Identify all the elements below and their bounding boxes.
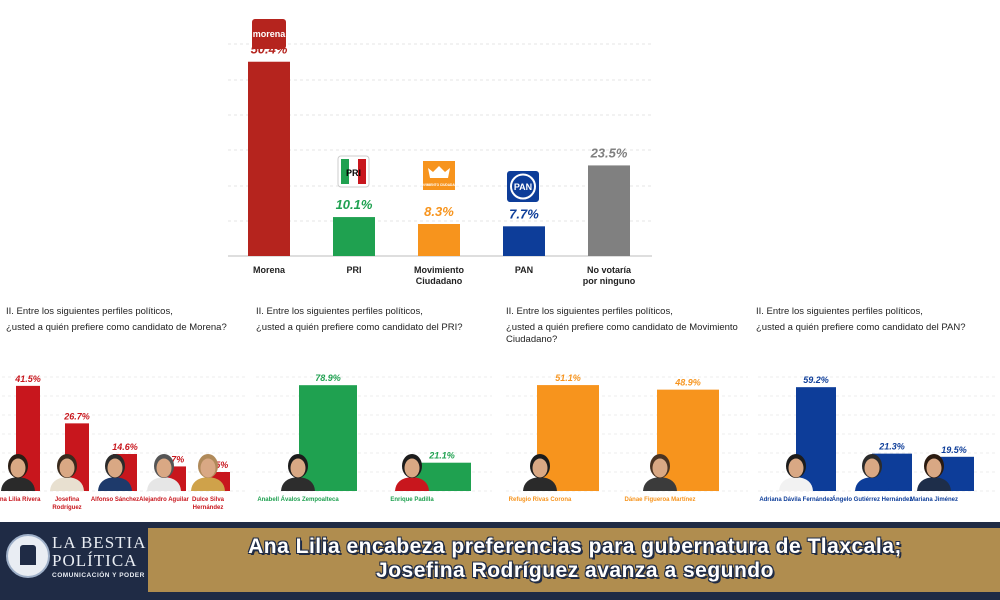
candidate-photo-alejandro-aguilar: [147, 454, 181, 491]
pan-question-line2: ¿usted a quién prefiere como candidato d…: [756, 322, 966, 333]
category-label-no-votaria-por-ninguno: No votaría por ninguno: [583, 265, 636, 286]
value-label-ana-lilia-rivera: 41.5%: [14, 374, 41, 384]
value-label-angelo-gutierrez-hernandez: 21.3%: [878, 442, 905, 452]
candidate-photo-danae-figueroa-martinez: [643, 454, 677, 491]
value-label-danae-figueroa-martinez: 48.9%: [674, 378, 701, 388]
pan-logo-icon: PAN: [507, 171, 539, 202]
candidate-name-dulce-silva-hernandez: Dulce Silva Hernández: [192, 497, 225, 511]
value-label-josefina-rodriguez: 26.7%: [63, 411, 90, 421]
category-label-pan: PAN: [515, 265, 533, 275]
candidate-name-josefina-rodriguez: Josefina Rodríguez: [52, 497, 81, 511]
value-label-adriana-davila-fernandez: 59.2%: [803, 375, 829, 385]
value-label-no-votaria-por-ninguno: 23.5%: [590, 145, 628, 160]
svg-text:morena: morena: [253, 29, 287, 39]
candidate-photo-refugio-rivas-corona: [523, 454, 557, 491]
banner-bottom-strip: [0, 592, 1000, 600]
value-label-alejandro-aguilar: 9.7%: [164, 454, 185, 464]
candidate-name-danae-figueroa-martinez: Dánae Figueroa Martínez: [624, 497, 695, 503]
candidate-name-alejandro-aguilar: Alejandro Aguilar: [139, 497, 189, 503]
candidate-photo-alfonso-sanchez: [98, 454, 132, 491]
svg-text:PAN: PAN: [514, 182, 532, 192]
headline-banner: [0, 522, 1000, 600]
bar-danae-figueroa-martinez: [657, 389, 719, 491]
value-label-pan: 7.7%: [509, 206, 539, 221]
morena-question-line1: II. Entre los siguientes perfiles políti…: [6, 306, 173, 317]
brand-name-line2: POLÍTICA: [52, 551, 138, 570]
movimiento-ciudadano-logo-icon: MOVIMIENTO CIUDADANO: [419, 161, 460, 190]
candidate-name-refugio-rivas-corona: Refugio Rivas Corona: [509, 497, 572, 503]
bar-anabell-avalos-zempoalteca: [299, 385, 357, 491]
svg-text:MOVIMIENTO CIUDADANO: MOVIMIENTO CIUDADANO: [419, 183, 460, 187]
pri-question-line1: II. Entre los siguientes perfiles políti…: [256, 306, 423, 317]
mc-question-line1: II. Entre los siguientes perfiles políti…: [506, 306, 673, 317]
bar-pan: [503, 226, 545, 256]
category-label-movimiento-ciudadano: Movimiento Ciudadano: [414, 265, 465, 286]
pri-logo-icon: PRI: [337, 155, 370, 188]
pan-question-line1: II. Entre los siguientes perfiles políti…: [756, 306, 923, 317]
candidate-photo-enrique-padilla: [395, 454, 429, 491]
candidate-name-ana-lilia-rivera: Ana Lilia Rivera: [0, 497, 41, 503]
banner-top-strip: [0, 522, 1000, 528]
candidate-photo-anabell-avalos-zempoalteca: [281, 454, 315, 491]
brand-name-line1: LA BESTIA: [52, 533, 147, 552]
brand-emblem-icon: [6, 534, 50, 578]
candidate-photo-angelo-gutierrez-hernandez: [855, 454, 889, 491]
value-label-alfonso-sanchez: 14.6%: [112, 442, 138, 452]
morena-question: II. Entre los siguientes perfiles políti…: [6, 304, 246, 336]
bar-morena: [248, 61, 290, 256]
value-label-dulce-silva-hernandez: 7.5%: [208, 460, 229, 470]
candidate-name-angelo-gutierrez-hernandez: Ángelo Gutiérrez Hernández: [832, 496, 913, 503]
pan-question: II. Entre los siguientes perfiles políti…: [756, 304, 996, 336]
bar-pri: [333, 217, 375, 256]
morena-logo-icon: morena: [252, 19, 286, 49]
candidate-photo-josefina-rodriguez: [50, 454, 84, 491]
candidate-name-enrique-padilla: Enrique Padilla: [390, 497, 434, 503]
pri-question-line2: ¿usted a quién prefiere como candidato d…: [256, 322, 463, 333]
value-label-movimiento-ciudadano: 8.3%: [424, 204, 454, 219]
candidate-photo-ana-lilia-rivera: [1, 454, 35, 491]
value-label-refugio-rivas-corona: 51.1%: [555, 373, 581, 383]
brand-tagline: COMUNICACIÓN Y PODER: [52, 572, 145, 579]
headline-line2: Josefina Rodríguez avanza a segundo: [376, 559, 774, 582]
bar-no-votaria-por-ninguno: [588, 165, 630, 256]
mc-question: II. Entre los siguientes perfiles políti…: [506, 304, 750, 346]
value-label-pri: 10.1%: [336, 197, 373, 212]
pri-question: II. Entre los siguientes perfiles políti…: [256, 304, 496, 336]
svg-text:PRI: PRI: [346, 168, 361, 178]
candidate-photo-dulce-silva-hernandez: [191, 454, 225, 491]
morena-candidates-chart: 41.5% Ana Lilia Rivera 26.7% JosefinaRodríg…: [0, 374, 248, 511]
candidate-photo-adriana-davila-fernandez: [779, 454, 813, 491]
bar-movimiento-ciudadano: [418, 224, 460, 256]
pri-candidates-chart: 78.9% Anabell Ávalos Zempoalteca 21.1% Enri…: [256, 373, 492, 503]
morena-question-line2: ¿usted a quién prefiere como candidato d…: [6, 322, 227, 333]
value-label-anabell-avalos-zempoalteca: 78.9%: [315, 373, 341, 383]
mc-candidates-chart: 51.1% Refugio Rivas Corona 48.9% Dánae Figu…: [506, 373, 748, 503]
category-label-morena: Morena: [253, 265, 286, 275]
candidate-name-mariana-jimenez: Mariana Jiménez: [910, 497, 958, 503]
headline-line1: Ana Lilia encabeza preferencias para gub…: [248, 535, 902, 558]
candidate-name-adriana-davila-fernandez: Adriana Dávila Fernández: [759, 497, 832, 503]
pan-candidates-chart: 59.2% Adriana Dávila Fernández 21.3% Ángelo…: [758, 375, 998, 503]
mc-question-line2: ¿usted a quién prefiere como candidato d…: [506, 322, 738, 345]
value-label-enrique-padilla: 21.1%: [428, 451, 455, 461]
candidate-photo-mariana-jimenez: [917, 454, 951, 491]
candidate-name-anabell-avalos-zempoalteca: Anabell Ávalos Zempoalteca: [257, 496, 339, 503]
category-label-pri: PRI: [346, 265, 361, 275]
value-label-mariana-jimenez: 19.5%: [941, 445, 967, 455]
candidate-name-alfonso-sanchez: Alfonso Sánchez: [91, 497, 139, 503]
